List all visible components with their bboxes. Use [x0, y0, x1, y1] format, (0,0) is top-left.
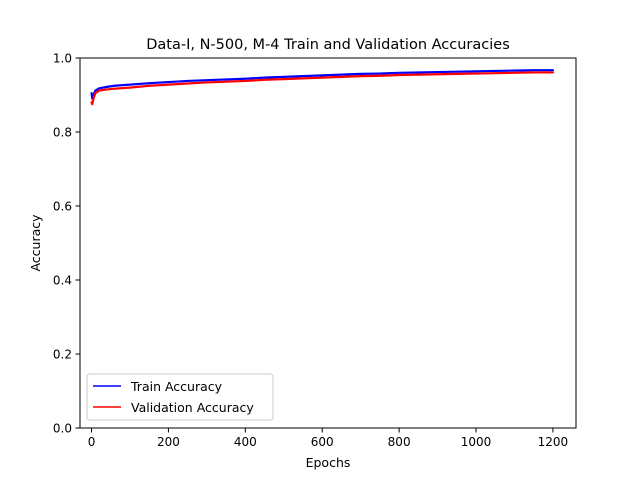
chart-title: Data-I, N-500, M-4 Train and Validation …: [146, 37, 510, 53]
x-tick-label: 600: [311, 435, 334, 449]
plot-area: [80, 58, 576, 428]
series-line-train: [90, 69, 555, 100]
y-tick-label: 0.4: [53, 274, 72, 288]
x-tick-label: 400: [234, 435, 257, 449]
y-tick-label: 0.0: [53, 422, 72, 436]
legend-label-train: Train Accuracy: [130, 379, 223, 394]
axis-ticks: 0 200 400 600 800 1000 1200 0.0 0.2 0.4 0.6 0.8 1.0: [53, 52, 568, 450]
x-tick-label: 800: [388, 435, 411, 449]
y-tick-label: 0.2: [53, 348, 72, 362]
x-tick-label: 0: [88, 435, 96, 449]
legend-label-validation: Validation Accuracy: [131, 400, 254, 415]
x-tick-label: 1200: [538, 435, 569, 449]
series-lines: [90, 69, 555, 106]
x-tick-label: 1000: [461, 435, 492, 449]
y-tick-label: 1.0: [53, 52, 72, 66]
legend-box: [86, 373, 274, 421]
x-tick-label: 200: [157, 435, 180, 449]
x-axis-label: Epochs: [306, 455, 351, 470]
legend: Train Accuracy Validation Accuracy: [86, 373, 274, 421]
y-axis-label: Accuracy: [28, 214, 43, 272]
y-tick-label: 0.6: [53, 200, 72, 214]
series-line-validation: [90, 71, 555, 106]
y-tick-label: 0.8: [53, 126, 72, 140]
plot-frame: [79, 57, 577, 429]
